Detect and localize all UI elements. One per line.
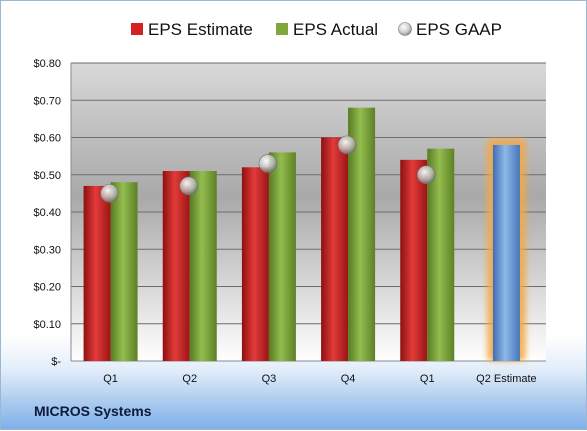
y-tick-label: $0.20 <box>33 282 61 294</box>
legend-swatch <box>398 22 412 36</box>
y-tick-label: $0.50 <box>33 170 61 182</box>
eps-estimate-bar <box>83 185 111 361</box>
eps-gaap-marker <box>337 135 357 155</box>
x-tick-label: Q2 Estimate <box>476 373 537 385</box>
eps-gaap-marker <box>100 184 119 203</box>
y-tick-label: $- <box>51 356 61 368</box>
company-name: MICROS Systems <box>34 403 152 419</box>
x-tick-label: Q4 <box>341 373 356 385</box>
eps-actual-bar <box>110 182 138 361</box>
legend-swatch <box>276 23 288 35</box>
eps-gaap-marker <box>416 165 436 185</box>
x-tick-label: Q1 <box>420 373 435 385</box>
legend-label: EPS GAAP <box>416 20 502 39</box>
eps-gaap-marker <box>179 176 199 196</box>
legend-label: EPS Actual <box>293 20 378 39</box>
eps-gaap-marker <box>258 154 278 173</box>
x-tick-label: Q3 <box>262 373 277 385</box>
y-tick-label: $0.80 <box>33 58 61 70</box>
x-tick-label: Q2 <box>182 373 197 385</box>
q2-estimate-bar <box>492 144 520 361</box>
eps-actual-bar <box>189 171 217 361</box>
x-tick-label: Q1 <box>103 373 118 385</box>
y-tick-label: $0.40 <box>33 207 61 219</box>
legend-label: EPS Estimate <box>148 20 253 39</box>
eps-actual-bar <box>427 148 455 361</box>
y-tick-label: $0.10 <box>33 319 61 331</box>
y-tick-label: $0.30 <box>33 244 61 256</box>
legend-swatch <box>131 23 143 35</box>
eps-estimate-bar <box>321 137 349 361</box>
y-tick-label: $0.70 <box>33 95 61 107</box>
eps-estimate-bar <box>162 171 190 361</box>
eps-estimate-bar <box>241 167 269 361</box>
y-tick-label: $0.60 <box>33 133 61 145</box>
eps-actual-bar <box>268 152 296 361</box>
eps-estimate-bar <box>400 159 428 361</box>
